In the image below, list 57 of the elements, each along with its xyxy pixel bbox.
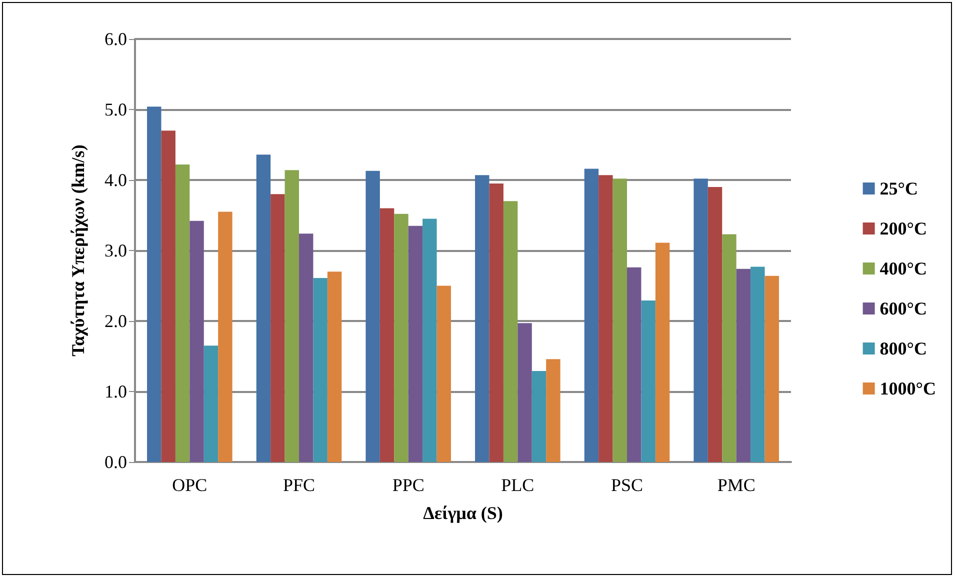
bar (147, 106, 162, 462)
bar (722, 234, 736, 462)
bar (627, 267, 642, 462)
bar (736, 268, 751, 462)
bar (584, 168, 599, 462)
y-tick-label: 1.0 (104, 382, 127, 402)
bar (327, 272, 342, 462)
y-tick-label: 4.0 (104, 170, 127, 190)
bar (284, 170, 299, 462)
bar (475, 175, 490, 462)
bar (750, 266, 765, 462)
y-tick-label: 2.0 (104, 311, 127, 331)
x-tick-label: PFC (282, 475, 316, 495)
bar (366, 170, 380, 462)
legend-label: 25°C (880, 178, 918, 198)
y-axis-title: Ταχύτητα Υπερήχων (km/s) (68, 144, 88, 356)
bar (436, 286, 451, 462)
legend-label: 1000°C (880, 378, 936, 398)
bar (694, 178, 708, 462)
bar (422, 218, 437, 462)
y-tick-label: 6.0 (104, 29, 127, 49)
bar (598, 175, 613, 462)
bar (489, 184, 504, 462)
x-tick-label: PMC (717, 475, 756, 495)
x-tick-label: PSC (610, 475, 644, 495)
bar (270, 194, 285, 462)
bar (190, 220, 204, 462)
x-tick-label: PPC (392, 475, 424, 495)
legend-label: 800°C (880, 338, 928, 358)
x-tick-label: OPC (172, 475, 208, 495)
bar (518, 323, 532, 462)
bar (380, 208, 394, 462)
x-tick-label: PLC (501, 475, 534, 495)
bar (503, 201, 518, 462)
bar (408, 226, 423, 462)
bar (612, 178, 627, 462)
bar (655, 242, 670, 462)
bar (532, 371, 546, 462)
bar (313, 278, 328, 462)
y-tick-label: 0.0 (104, 452, 127, 472)
bar (161, 130, 176, 462)
bar (708, 187, 722, 462)
legend-label: 200°C (880, 218, 928, 238)
bar (641, 300, 656, 462)
bar (546, 359, 560, 462)
x-axis-title: Δείγμα (S) (423, 503, 503, 523)
bar (299, 234, 314, 462)
bar (394, 214, 408, 462)
y-tick-label: 5.0 (104, 100, 127, 120)
legend-label: 400°C (880, 258, 928, 278)
bar (764, 276, 779, 462)
bar (175, 164, 190, 462)
bar (256, 154, 271, 462)
bar (204, 346, 218, 462)
y-tick-label: 3.0 (104, 240, 127, 260)
bar (218, 212, 232, 462)
legend-label: 600°C (880, 298, 928, 318)
